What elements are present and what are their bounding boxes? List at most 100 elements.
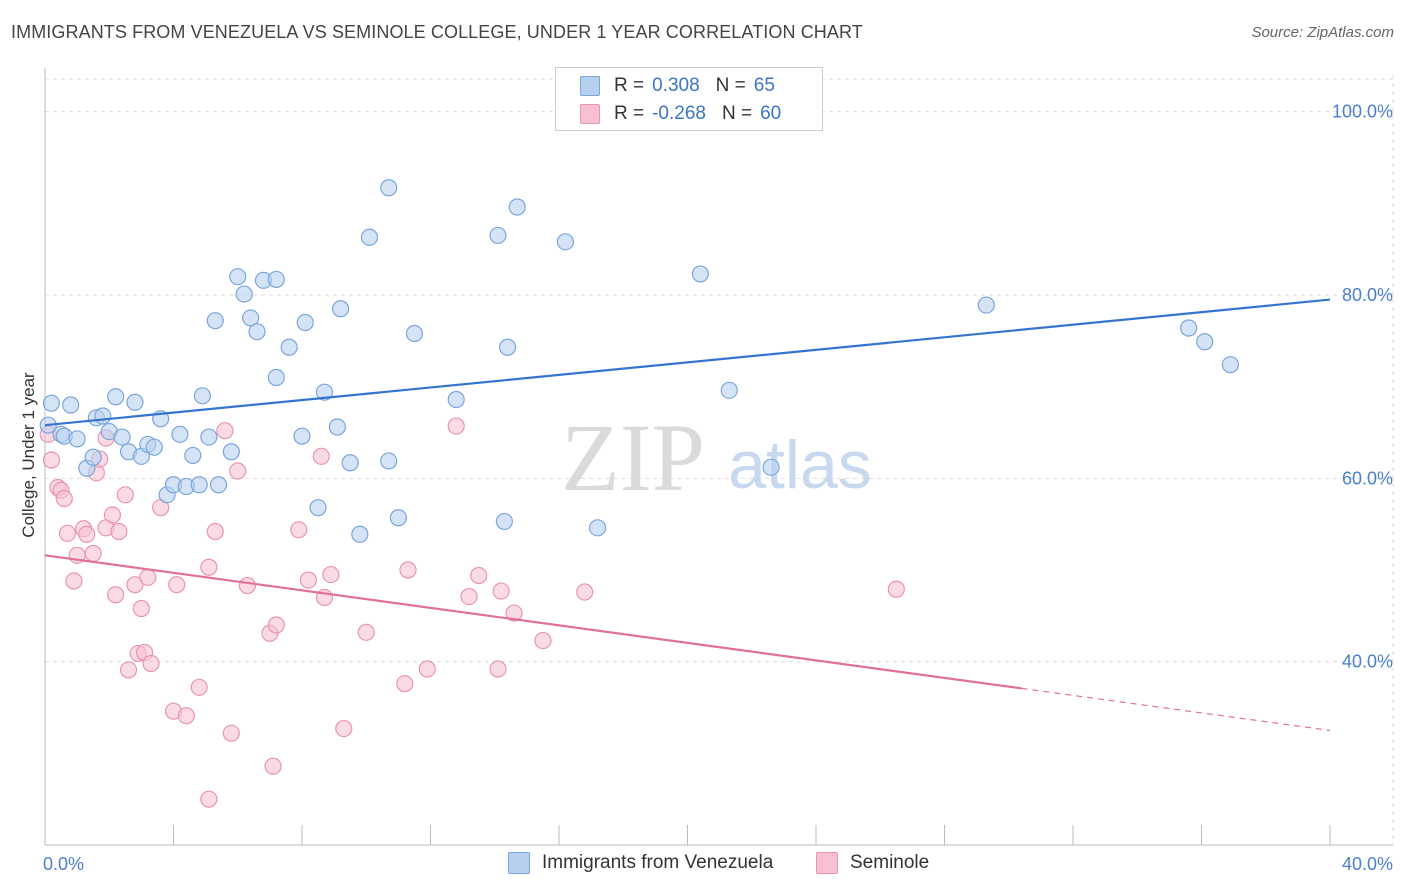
bottom-legend-label-venezuela: Immigrants from Venezuela xyxy=(542,852,774,873)
data-point xyxy=(293,427,311,445)
data-point xyxy=(229,462,247,480)
data-point xyxy=(126,393,144,411)
trend-lines xyxy=(44,298,1331,732)
data-point xyxy=(68,430,86,448)
trend-line xyxy=(44,554,1022,690)
legend-swatch-pink xyxy=(580,104,600,124)
data-point xyxy=(200,558,218,576)
y-tick-label: 100.0% xyxy=(1332,102,1393,122)
data-point xyxy=(78,525,96,543)
data-point xyxy=(42,394,61,412)
data-point xyxy=(460,587,478,606)
data-point xyxy=(145,438,163,456)
data-point xyxy=(328,418,346,436)
data-point xyxy=(55,489,73,508)
data-point xyxy=(42,451,61,469)
data-point xyxy=(280,338,298,356)
data-point xyxy=(380,179,398,197)
legend-n-value: 60 xyxy=(760,103,782,124)
axes xyxy=(44,68,1393,846)
y-axis-label: College, Under 1 year xyxy=(19,372,38,538)
bottom-legend-label-seminole: Seminole xyxy=(850,852,930,873)
series-seminole xyxy=(39,417,905,808)
data-point xyxy=(119,661,138,679)
data-point xyxy=(556,233,575,251)
data-point xyxy=(216,422,234,440)
legend-n-label: N = xyxy=(715,75,746,96)
data-point xyxy=(206,522,224,541)
legend-r-value: 0.308 xyxy=(652,75,700,96)
data-point xyxy=(489,660,507,678)
data-point xyxy=(1221,356,1240,374)
data-point xyxy=(335,719,353,738)
legend-row-seminole: R = -0.268 N = 60 xyxy=(580,102,797,126)
y-tick-label: 40.0% xyxy=(1342,652,1393,672)
data-point xyxy=(206,312,224,330)
legend-n-value: 65 xyxy=(753,75,775,96)
bottom-legend-seminole: Seminole xyxy=(816,852,929,874)
data-point xyxy=(534,631,552,650)
data-point xyxy=(290,521,308,539)
bottom-legend-venezuela: Immigrants from Venezuela xyxy=(508,852,773,874)
data-point xyxy=(1196,333,1214,351)
data-point xyxy=(1180,319,1198,337)
data-point xyxy=(360,228,379,246)
data-point xyxy=(126,576,144,594)
y-tick-label: 80.0% xyxy=(1342,285,1393,305)
data-point xyxy=(107,388,125,406)
data-point xyxy=(107,586,125,604)
data-point xyxy=(193,387,212,405)
data-point xyxy=(190,678,208,696)
data-point xyxy=(322,565,340,584)
data-point xyxy=(977,296,995,314)
data-point xyxy=(405,324,424,343)
data-point xyxy=(495,512,513,531)
data-point xyxy=(110,522,128,541)
data-point xyxy=(235,285,253,303)
data-point xyxy=(489,226,507,245)
data-point xyxy=(357,623,375,641)
data-point xyxy=(315,383,334,401)
data-point xyxy=(399,561,417,579)
data-point xyxy=(116,486,134,504)
data-point xyxy=(380,452,398,470)
data-point xyxy=(576,583,594,601)
source-label: Source: ZipAtlas.com xyxy=(1251,24,1394,41)
data-point xyxy=(84,448,102,466)
watermark: ZIP atlas xyxy=(561,404,872,511)
data-point xyxy=(84,544,102,563)
y-tick-labels: 40.0% 60.0% 80.0% 100.0% xyxy=(1332,102,1393,672)
bottom-legend: Immigrants from Venezuela Seminole xyxy=(0,852,1406,878)
data-point xyxy=(229,268,247,286)
data-point xyxy=(222,443,240,461)
grid-lines xyxy=(45,75,1394,845)
legend-r-value: -0.268 xyxy=(652,103,706,124)
data-point xyxy=(267,368,285,387)
data-point xyxy=(200,790,218,808)
data-point xyxy=(331,300,350,318)
data-point xyxy=(139,568,157,586)
data-point xyxy=(248,323,266,341)
data-point xyxy=(177,707,195,725)
data-point xyxy=(508,198,526,216)
legend-n-label: N = xyxy=(721,103,753,124)
data-point xyxy=(296,313,314,332)
data-point xyxy=(267,270,285,289)
data-point xyxy=(190,476,208,494)
data-point xyxy=(103,506,122,524)
data-point xyxy=(94,407,112,425)
data-point xyxy=(691,265,709,283)
data-point xyxy=(58,524,77,542)
data-point xyxy=(222,724,240,742)
data-point xyxy=(312,447,330,465)
data-point xyxy=(171,425,189,443)
legend: R = 0.308 N = 65 R = -0.268 N = 60 xyxy=(555,67,823,131)
data-point xyxy=(762,458,780,476)
data-point xyxy=(588,519,607,537)
data-point xyxy=(396,675,414,693)
legend-r-label: R = xyxy=(614,75,645,96)
data-point xyxy=(887,580,905,598)
data-point xyxy=(267,616,285,634)
data-point xyxy=(418,660,436,678)
